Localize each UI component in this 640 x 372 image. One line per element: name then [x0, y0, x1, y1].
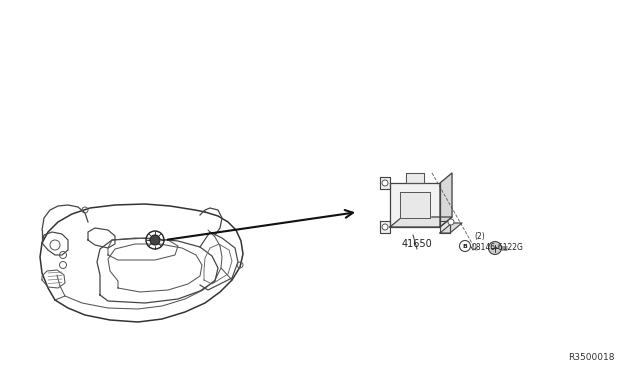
Polygon shape — [390, 183, 440, 227]
Circle shape — [448, 219, 454, 225]
Text: (2): (2) — [474, 232, 484, 241]
Polygon shape — [440, 221, 450, 233]
Polygon shape — [380, 177, 390, 189]
Text: 08146-6122G: 08146-6122G — [472, 243, 524, 252]
Text: 41650: 41650 — [402, 239, 433, 249]
Text: R3500018: R3500018 — [568, 353, 615, 362]
Circle shape — [460, 241, 470, 251]
Polygon shape — [440, 223, 462, 233]
Circle shape — [382, 180, 388, 186]
Circle shape — [382, 224, 388, 230]
Text: B: B — [463, 244, 467, 248]
Polygon shape — [400, 192, 430, 218]
Circle shape — [150, 235, 160, 245]
Polygon shape — [390, 217, 452, 227]
Circle shape — [488, 241, 502, 254]
Polygon shape — [380, 221, 390, 233]
Polygon shape — [440, 173, 452, 227]
Polygon shape — [406, 173, 424, 183]
